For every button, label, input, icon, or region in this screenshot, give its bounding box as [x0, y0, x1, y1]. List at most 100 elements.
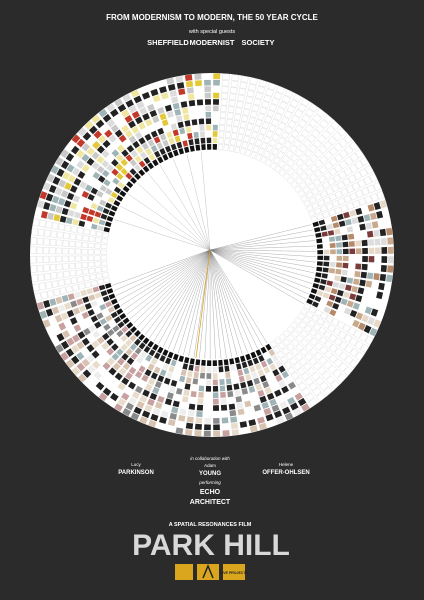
cell: [287, 135, 296, 144]
cell: [330, 255, 336, 261]
cell: [36, 200, 45, 209]
cell: [310, 288, 318, 295]
cell: [257, 416, 265, 424]
cell: [245, 149, 252, 157]
cell: [111, 334, 119, 342]
fan-line: [120, 206, 211, 251]
cell: [80, 213, 88, 221]
cell: [188, 364, 194, 371]
cell: [187, 370, 193, 378]
cell: [386, 274, 393, 283]
cell: [39, 310, 48, 319]
cell: [297, 397, 307, 407]
cell: [268, 153, 276, 162]
cell: [96, 155, 105, 164]
fan-line: [209, 249, 304, 304]
cell: [300, 129, 310, 138]
cell: [347, 233, 355, 240]
cell: [94, 255, 101, 261]
cell: [336, 242, 343, 248]
cell: [348, 241, 355, 247]
cell: [205, 118, 212, 125]
cell: [271, 354, 279, 362]
cell: [81, 262, 89, 268]
cell: [205, 105, 211, 112]
cell: [332, 369, 342, 379]
cell: [300, 348, 309, 357]
cell: [57, 223, 65, 231]
cell: [303, 199, 311, 207]
cell: [301, 403, 310, 412]
cell: [170, 379, 178, 387]
cell: [50, 165, 59, 175]
cell: [249, 137, 256, 145]
cell: [106, 288, 114, 295]
cell: [250, 392, 258, 400]
cell: [290, 321, 299, 329]
cell: [360, 231, 367, 239]
cell: [304, 352, 313, 361]
cell: [269, 162, 277, 170]
cell: [320, 298, 328, 305]
cell: [60, 160, 70, 170]
cell: [106, 154, 115, 163]
cell: [352, 319, 360, 328]
cell: [307, 319, 316, 328]
cell: [379, 200, 388, 209]
cell: [238, 414, 246, 422]
cell: [317, 366, 327, 376]
cell: [147, 162, 154, 170]
cell: [308, 397, 318, 407]
cell: [255, 349, 262, 357]
cell: [48, 184, 57, 194]
cell: [66, 309, 75, 318]
cell: [248, 116, 256, 125]
cell: [283, 361, 292, 370]
cell: [134, 164, 142, 172]
cell: [70, 202, 78, 210]
fan-line: [172, 249, 211, 352]
cell: [115, 339, 124, 347]
cell: [349, 163, 358, 173]
cell: [243, 135, 250, 143]
fan-line: [200, 151, 211, 251]
cell: [305, 108, 315, 118]
cell: [141, 360, 149, 368]
cell: [370, 193, 379, 202]
cell: [310, 215, 318, 222]
cell: [253, 125, 261, 133]
fan-line: [199, 249, 211, 359]
cell: [36, 264, 44, 273]
cell: [239, 147, 246, 155]
cell: [367, 203, 375, 212]
cell: [110, 298, 118, 305]
cell: [213, 398, 219, 405]
cell: [88, 209, 96, 216]
cell: [367, 184, 376, 194]
cell: [240, 381, 247, 389]
cell: [81, 348, 90, 357]
cell: [248, 419, 257, 427]
cell: [110, 392, 119, 402]
cell: [111, 352, 120, 361]
cell: [294, 124, 304, 134]
cell: [195, 359, 201, 366]
cell: [139, 85, 148, 94]
cell: [178, 355, 185, 363]
cell: [320, 190, 328, 198]
cell: [257, 133, 265, 142]
cell: [171, 406, 179, 414]
cell: [196, 410, 203, 418]
cell: [130, 352, 139, 360]
cell: [274, 142, 283, 151]
cell: [324, 350, 333, 359]
cell: [334, 275, 341, 282]
cell: [325, 187, 334, 195]
cell: [86, 288, 94, 295]
cell: [331, 200, 340, 208]
cell: [355, 263, 362, 270]
cell: [120, 168, 128, 176]
cell: [290, 347, 299, 356]
cell: [341, 234, 348, 241]
cell: [141, 410, 151, 419]
